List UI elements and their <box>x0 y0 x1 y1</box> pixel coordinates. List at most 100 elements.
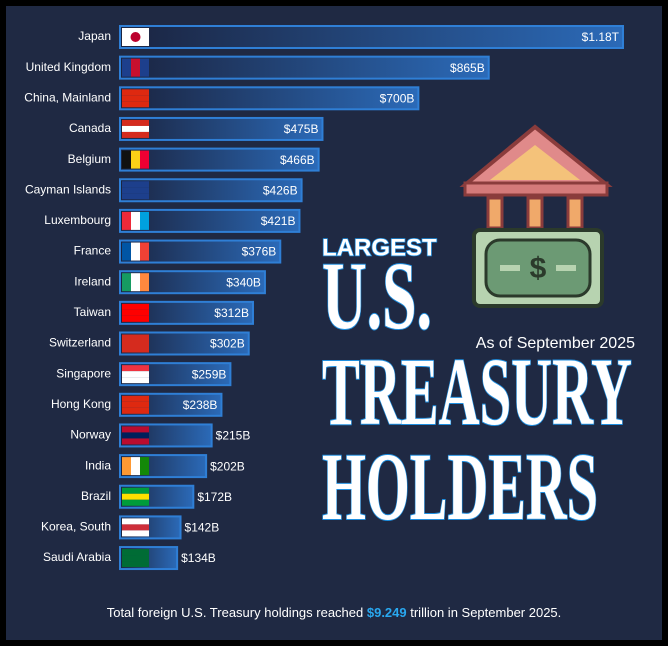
category-label: Cayman Islands <box>25 182 111 196</box>
flag-stripe <box>122 518 149 525</box>
flag-stripe <box>122 181 149 188</box>
flag-stripe <box>122 407 149 414</box>
value-label: $259B <box>192 367 227 381</box>
flag-stripe <box>122 365 149 372</box>
flag-stripe <box>122 493 149 500</box>
bar <box>119 178 303 203</box>
flag-stripe <box>122 438 149 445</box>
flag-stripe <box>122 432 149 439</box>
value-label: $1.18T <box>582 30 620 44</box>
flag <box>122 242 149 261</box>
flag-stripe <box>122 377 149 384</box>
flag <box>122 487 149 506</box>
flag-stripe <box>122 95 149 102</box>
title-line: LARGEST <box>322 234 437 261</box>
flag-stripe <box>122 273 131 292</box>
flag-stripe <box>122 334 149 341</box>
category-label: Belgium <box>68 152 111 166</box>
flag-stripe <box>131 273 140 292</box>
flag-stripe <box>140 242 149 261</box>
flag-stripe <box>122 101 149 108</box>
flag-stripe <box>122 28 149 34</box>
flag-stripe <box>122 487 149 494</box>
flag-stripe <box>140 273 149 292</box>
flag-stripe <box>122 211 131 230</box>
category-label: Ireland <box>74 274 111 288</box>
flag-stripe <box>122 346 149 353</box>
flag-stripe <box>131 58 140 77</box>
title-line: HOLDERS <box>322 433 598 540</box>
value-label: $340B <box>226 275 261 289</box>
bank-icon: $ <box>459 124 613 308</box>
flag-dot <box>130 32 141 42</box>
value-label: $172B <box>197 490 232 504</box>
flag-stripe <box>122 150 131 169</box>
category-label: Korea, South <box>41 520 111 534</box>
value-label: $421B <box>261 214 296 228</box>
category-label: Luxembourg <box>44 213 111 227</box>
bar <box>119 300 254 325</box>
flag-stripe <box>131 242 140 261</box>
flag <box>122 426 149 445</box>
flag <box>122 89 149 108</box>
value-label: $475B <box>284 122 319 136</box>
flag <box>122 395 149 414</box>
bar <box>119 208 301 233</box>
flag-stripe <box>140 457 149 476</box>
svg-text:$: $ <box>530 252 547 285</box>
flag-stripe <box>122 125 149 132</box>
title-line: U.S. <box>322 242 432 349</box>
flag <box>122 211 149 230</box>
flag-stripe <box>122 524 149 531</box>
bar <box>119 116 324 141</box>
value-label: $466B <box>280 153 315 167</box>
flag-stripe <box>122 303 149 310</box>
flag-stripe <box>122 89 149 96</box>
category-label: Japan <box>78 29 111 43</box>
flag-stripe <box>122 426 149 433</box>
flag-stripe <box>140 58 149 77</box>
flag <box>122 365 149 384</box>
flag-stripe <box>122 40 149 46</box>
flag-stripe <box>122 555 149 562</box>
flag-stripe <box>122 119 149 126</box>
bar <box>119 147 320 172</box>
flag-stripe <box>122 457 131 476</box>
category-label: Singapore <box>56 366 111 380</box>
value-label: $865B <box>450 61 485 75</box>
footnote-text: Total foreign U.S. Treasury holdings rea… <box>107 605 367 620</box>
value-label: $238B <box>183 398 218 412</box>
flag-stripe <box>140 150 149 169</box>
bar <box>119 86 420 111</box>
flag-stripe <box>122 530 149 537</box>
value-label: $312B <box>214 306 249 320</box>
flag-stripe <box>122 309 149 316</box>
category-label: Norway <box>70 428 111 442</box>
value-label: $215B <box>216 429 251 443</box>
flag-stripe <box>122 242 131 261</box>
bar <box>119 239 282 264</box>
flag-stripe <box>131 457 140 476</box>
category-label: Switzerland <box>49 336 111 350</box>
flag-stripe <box>140 211 149 230</box>
bar <box>119 270 266 295</box>
bar <box>119 25 624 49</box>
value-label: $302B <box>210 337 245 351</box>
flag-stripe <box>122 315 149 322</box>
flag-stripe <box>122 395 149 402</box>
value-label: $376B <box>242 245 277 259</box>
category-label: Taiwan <box>74 305 111 319</box>
category-label: China, Mainland <box>24 90 111 104</box>
value-label: $134B <box>181 551 216 565</box>
footnote-text: trillion in September 2025. <box>407 605 562 620</box>
flag <box>122 58 149 77</box>
flag-stripe <box>122 549 149 556</box>
flag-stripe <box>122 187 149 194</box>
value-label: $202B <box>210 459 245 473</box>
flag <box>122 457 149 476</box>
value-label: $700B <box>380 91 415 105</box>
flag-stripe <box>122 561 149 568</box>
category-label: France <box>74 244 112 258</box>
flag <box>122 150 149 169</box>
